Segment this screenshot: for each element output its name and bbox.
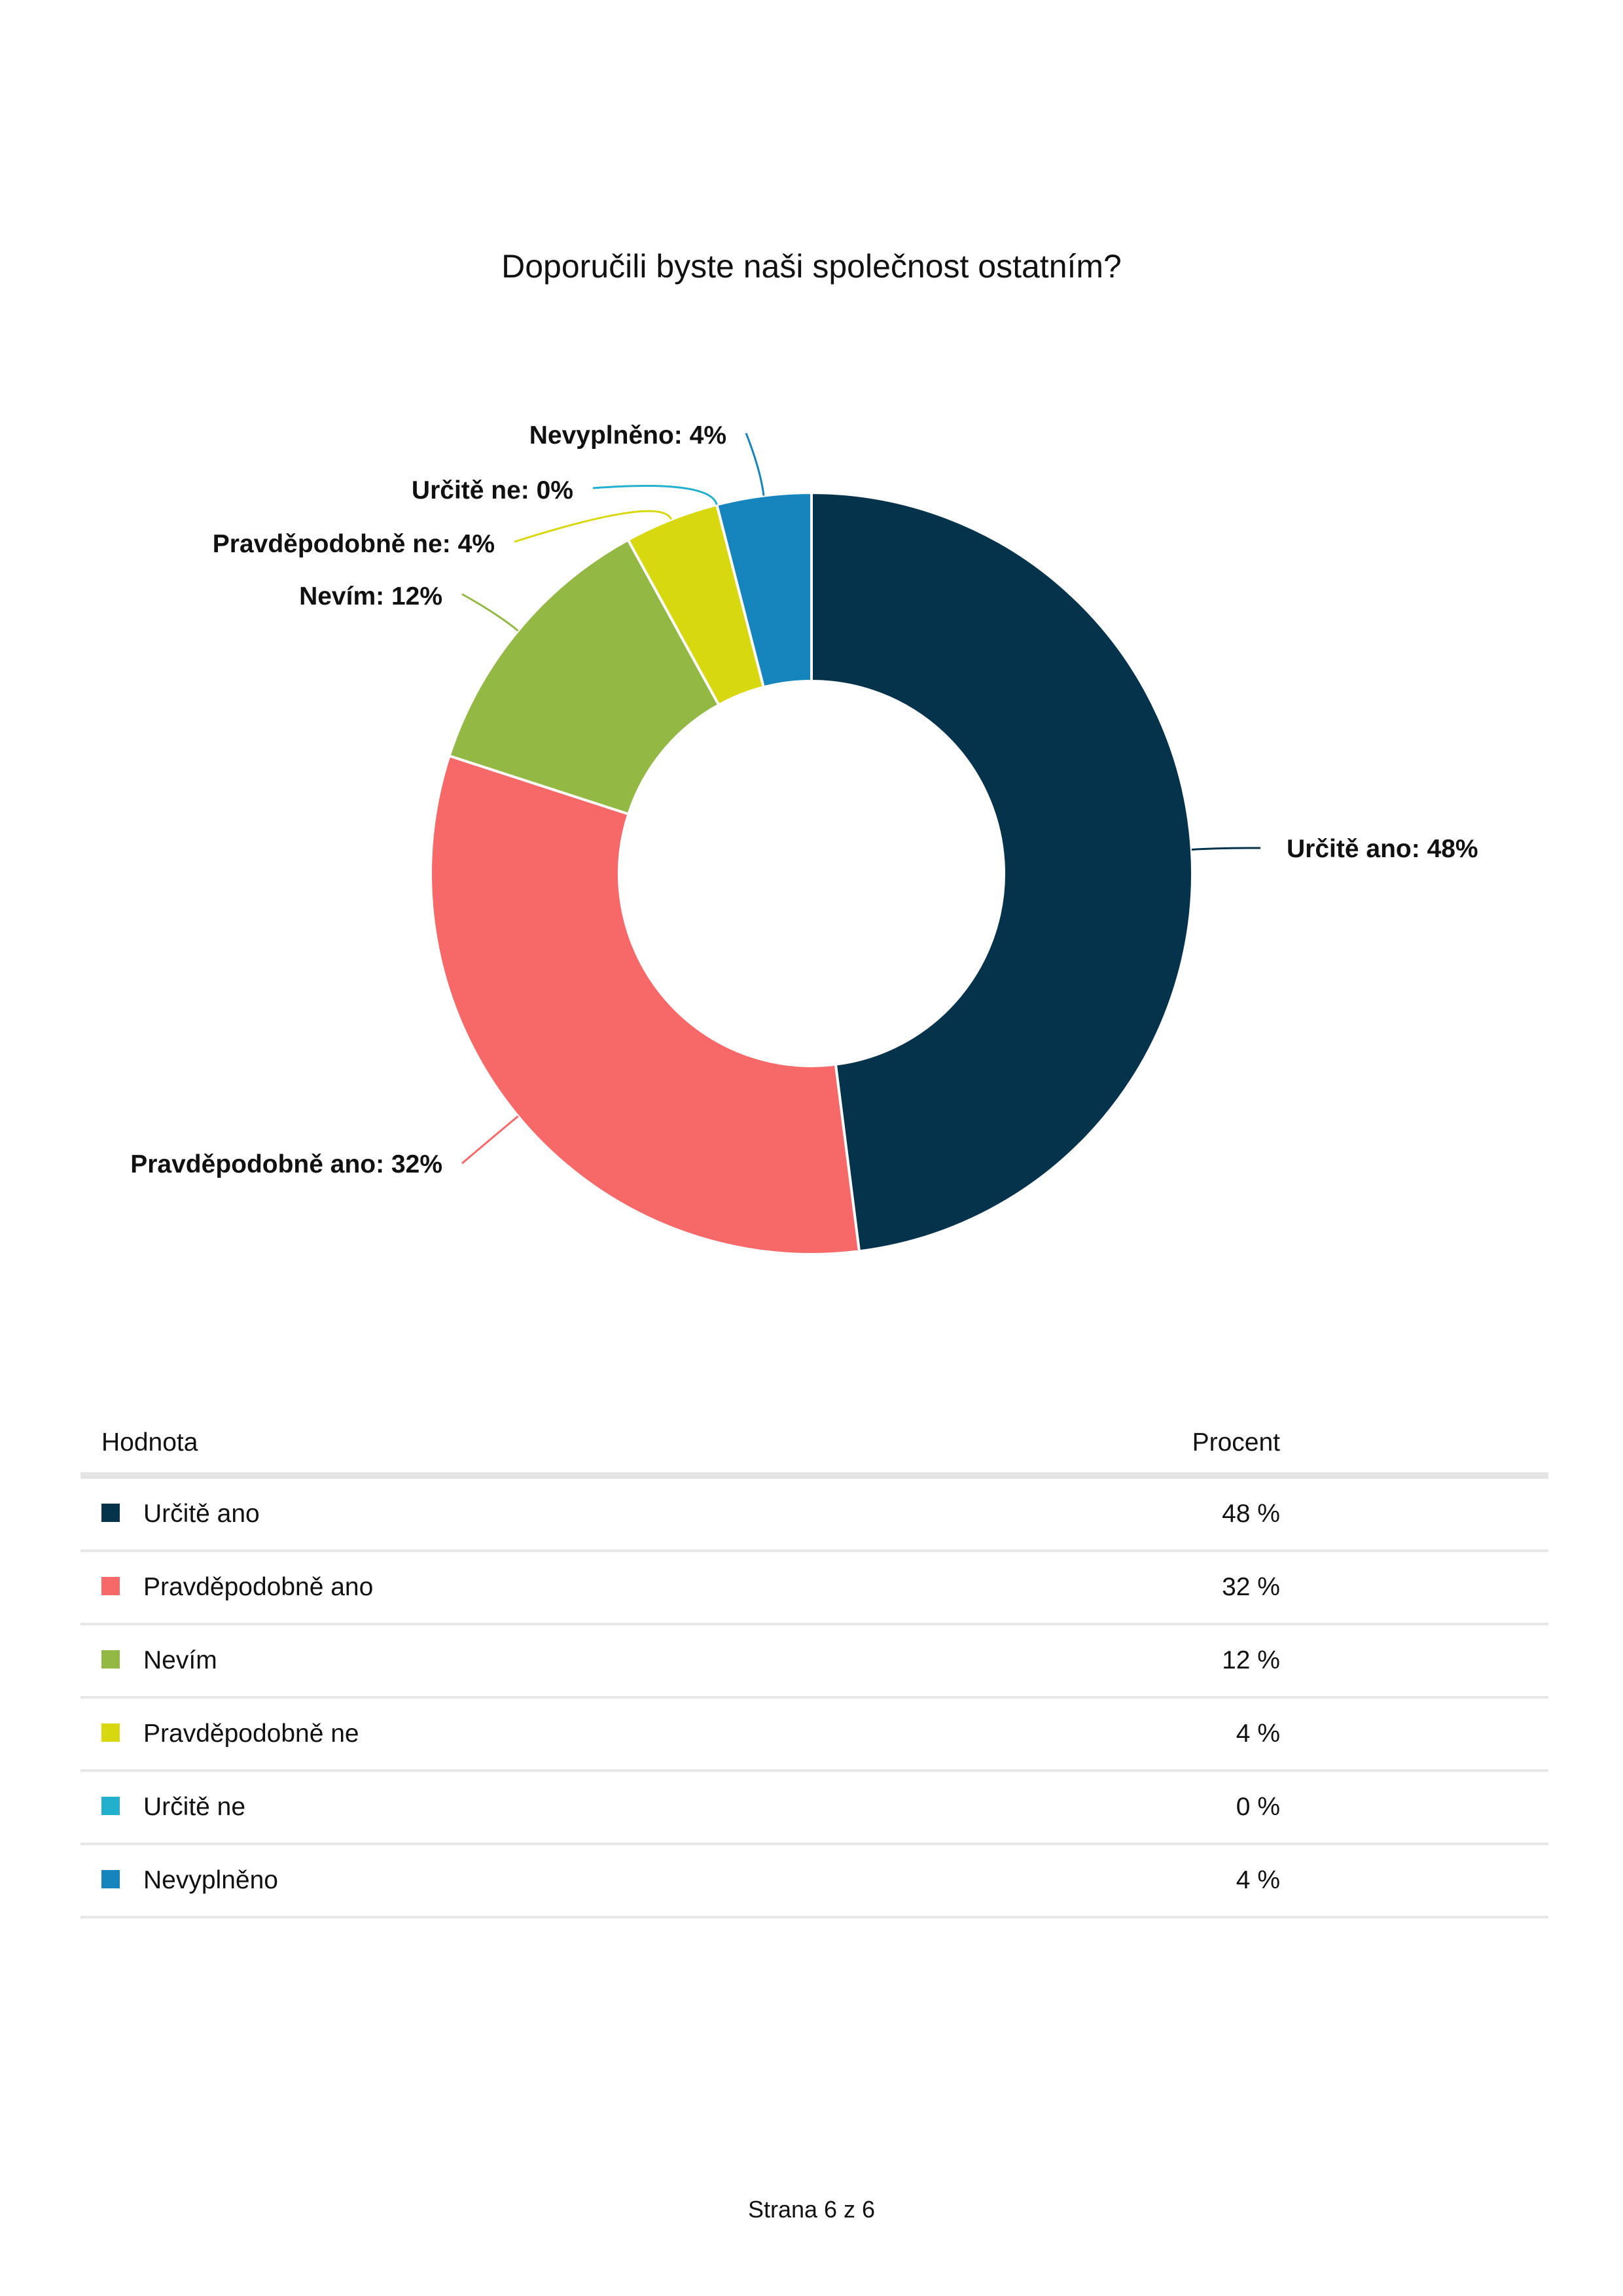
legend-swatch [101,1869,120,1888]
leader-line [1191,847,1261,851]
donut-slice [429,754,861,1256]
row-percent: 4 % [722,1697,1548,1772]
slice-label: Určitě ne: 0% [412,476,573,504]
row-percent: 48 % [722,1475,1548,1552]
table-row: Určitě ano 48 % [80,1475,1548,1552]
row-label: Určitě ne [143,1793,246,1821]
row-label-cell: Pravděpodobně ne [80,1697,722,1772]
table-row: Pravděpodobně ano 32 % [80,1551,1548,1625]
chart-title: Doporučili byste naši společnost ostatní… [501,248,1122,285]
slice-label: Pravděpodobně ano: 32% [130,1150,442,1178]
leader-line [745,433,765,496]
donut-slice [447,538,721,816]
table-row: Pravděpodobně ne 4 % [80,1697,1548,1772]
table-row: Nevyplněno 4 % [80,1844,1548,1918]
donut-chart: Určitě ano: 48% Pravděpodobně ano: 32% Nev… [130,421,1478,1256]
row-label-cell: Nevyplněno [80,1844,722,1918]
page-footer: Strana 6 z 6 [747,2196,876,2223]
donut-slice [715,491,813,689]
leader-line [461,593,519,632]
row-percent: 32 % [722,1551,1548,1625]
row-label-cell: Určitě ne [80,1771,722,1845]
leader-line [461,1115,519,1165]
legend-swatch [101,1576,120,1595]
leader-line [514,510,673,543]
table-header-row: Hodnota Procent [80,1413,1548,1479]
leader-line [592,485,718,505]
row-label: Nevyplněno [143,1866,278,1894]
row-label-cell: Nevím [80,1624,722,1699]
legend-swatch [101,1796,120,1815]
row-percent: 12 % [722,1624,1548,1699]
label-leader-lines [461,433,1261,1165]
slice-label: Určitě ano: 48% [1287,835,1478,863]
row-label: Pravděpodobně ne [143,1720,359,1748]
row-percent: 0 % [722,1771,1548,1845]
legend-swatch [101,1723,120,1742]
legend-swatch [101,1503,120,1522]
row-label: Určitě ano [143,1500,260,1528]
slice-label: Pravděpodobně ne: 4% [213,530,495,558]
header-value: Hodnota [80,1413,722,1479]
row-label: Pravděpodobně ano [143,1573,374,1601]
slice-label: Nevím: 12% [299,582,442,610]
row-label-cell: Pravděpodobně ano [80,1551,722,1625]
donut-slice [810,491,1194,1253]
header-percent: Procent [722,1413,1548,1479]
table-row: Nevím 12 % [80,1624,1548,1699]
donut-slices [429,491,1194,1256]
row-percent: 4 % [722,1844,1548,1918]
table-row: Určitě ne 0 % [80,1771,1548,1845]
legend-swatch [101,1650,120,1669]
row-label-cell: Určitě ano [80,1475,722,1552]
results-table: Hodnota Procent Určitě ano 48 % Pravděpo… [80,1413,1548,1918]
slice-labels: Určitě ano: 48% Pravděpodobně ano: 32% Nev… [130,421,1478,1178]
slice-label: Nevyplněno: 4% [529,421,726,450]
row-label: Nevím [143,1646,217,1674]
